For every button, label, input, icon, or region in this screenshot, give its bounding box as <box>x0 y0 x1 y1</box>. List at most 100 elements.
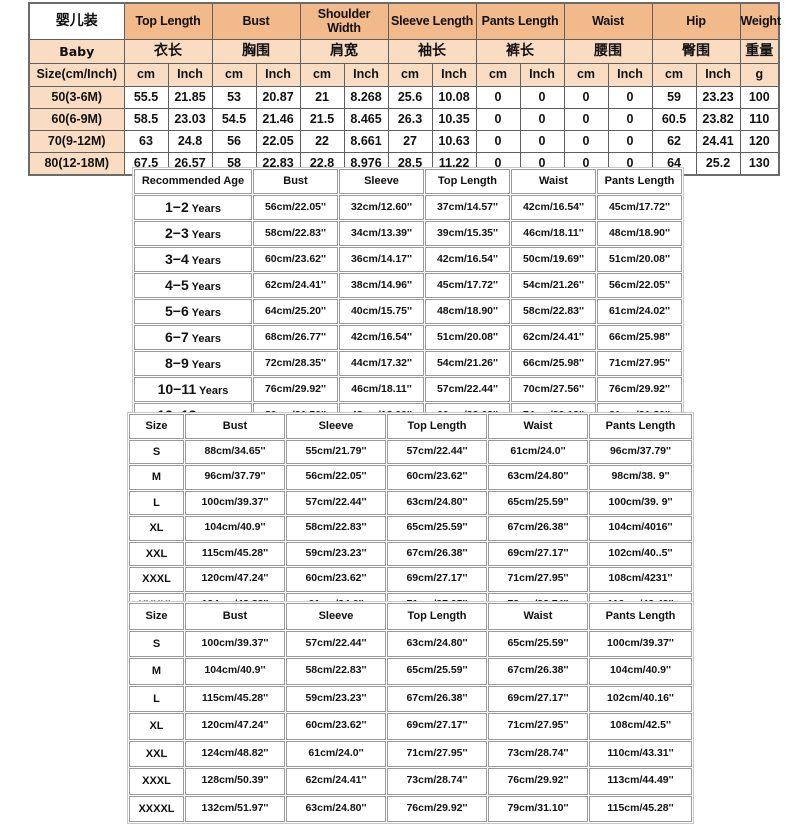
adult-size-2-row: XXL 124cm/48.82'' 61cm/24.0'' 71cm/27.95'' 7… <box>129 740 692 767</box>
baby-unit-header-5-0: cm <box>563 63 609 87</box>
baby-measure-header-cn-7: 重量 <box>739 39 780 64</box>
adult-size-1-cell-value: 57cm/22.44'' <box>286 490 386 515</box>
adult-size-1-row: XL 104cm/40.9'' 58cm/22.83'' 65cm/25.59'' 67… <box>129 516 692 541</box>
age-cell-value: 76cm/29.92'' <box>597 377 682 402</box>
baby-size-label: 50(3-6M) <box>28 86 125 109</box>
adult-size-2-header-0: Size <box>129 603 184 630</box>
adult-size-2-cell-value: 100cm/39.37'' <box>185 630 285 657</box>
adult-size-2-header-4: Waist <box>488 603 588 630</box>
adult-size-2-row: S 100cm/39.37'' 57cm/22.44'' 63cm/24.80'' 65… <box>129 630 692 657</box>
adult-size-2-cell-value: 120cm/47.24'' <box>185 713 285 740</box>
baby-cell-value: 22 <box>299 130 345 153</box>
baby-unit-header-6-0: cm <box>651 63 697 87</box>
adult-size-2-cell-value: 132cm/51.97'' <box>185 795 285 822</box>
adult-size-1-cell-value: 65cm/25.59'' <box>387 516 487 541</box>
baby-cell-value: 24.41 <box>695 130 741 153</box>
age-range-label: 8−9 Years <box>134 351 252 376</box>
adult-size-table-1-container: Size Bust Sleeve Top Length Waist Pants Lengt… <box>127 412 694 619</box>
age-table-row: 8−9 Years 72cm/28.35'' 44cm/17.32'' 54cm/21… <box>134 351 682 376</box>
age-cell-value: 60cm/23.62'' <box>253 247 338 272</box>
baby-cell-value: 0 <box>563 130 609 153</box>
age-range-unit: Years <box>191 306 221 319</box>
baby-cell-value: 22.05 <box>255 130 301 153</box>
baby-cell-value: 25.6 <box>387 86 433 109</box>
adult-size-2-cell-value: 108cm/42.5'' <box>589 713 692 740</box>
adult-size-1-size-label: XXL <box>129 541 184 566</box>
adult-size-2-cell-value: 115cm/45.28'' <box>185 685 285 712</box>
baby-unit-header-4-0: cm <box>475 63 521 87</box>
age-range-unit: Years <box>191 332 221 345</box>
baby-cell-value: 55.5 <box>123 86 169 109</box>
adult-size-1-cell-value: 63cm/24.80'' <box>387 490 487 515</box>
age-table-header-2: Sleeve <box>339 169 424 194</box>
baby-cell-value: 0 <box>475 108 521 131</box>
adult-size-2-cell-value: 71cm/27.95'' <box>488 713 588 740</box>
age-range-number: 1−2 <box>165 198 189 215</box>
baby-cell-value: 8.465 <box>343 108 389 131</box>
baby-cell-value: 21.5 <box>299 108 345 131</box>
adult-size-2-size-label: XXXXL <box>129 795 184 822</box>
age-table-row: 5−6 Years 64cm/25.20'' 40cm/15.75'' 48cm/18… <box>134 299 682 324</box>
adult-size-1-cell-value: 60cm/23.62'' <box>387 465 487 490</box>
adult-size-2-cell-value: 73cm/28.74'' <box>488 740 588 767</box>
baby-measure-header-en-5: Waist <box>563 2 653 40</box>
adult-size-1-size-label: L <box>129 490 184 515</box>
baby-cell-value: 27 <box>387 130 433 153</box>
age-cell-value: 64cm/25.20'' <box>253 299 338 324</box>
age-cell-value: 57cm/22.44'' <box>425 377 510 402</box>
adult-size-2-header-3: Top Length <box>387 603 487 630</box>
baby-cell-value: 0 <box>475 86 521 109</box>
age-table-header-0: Recommended Age <box>134 169 252 194</box>
baby-measure-header-en-7: Weight <box>739 2 781 40</box>
baby-header-row-en: 婴儿装 Top Length Bust Shoulder Width Sleeve Le… <box>28 2 781 40</box>
age-cell-value: 48cm/18.90'' <box>425 299 510 324</box>
age-cell-value: 54cm/21.26'' <box>425 351 510 376</box>
adult-size-2-cell-value: 124cm/48.82'' <box>185 740 285 767</box>
adult-size-1-row: XXXL 120cm/47.24'' 60cm/23.62'' 69cm/27.17'… <box>129 567 692 592</box>
age-range-number: 6−7 <box>165 328 189 345</box>
age-cell-value: 46cm/18.11'' <box>511 221 596 246</box>
baby-measure-header-en-4: Pants Length <box>475 2 565 40</box>
baby-header-row-cn: Baby 衣长 胸围 肩宽 袖长 裤长 腰围 臀围 重量 <box>28 39 780 64</box>
baby-measure-header-en-0: Top Length <box>123 2 213 40</box>
baby-unit-header-0-0: cm <box>123 63 169 87</box>
adult-size-1-row: M 96cm/37.79'' 56cm/22.05'' 60cm/23.62'' 63c… <box>129 465 692 490</box>
age-range-label: 3−4 Years <box>134 247 252 272</box>
age-cell-value: 51cm/20.08'' <box>597 247 682 272</box>
baby-cell-value: 0 <box>519 108 565 131</box>
adult-size-2-cell-value: 100cm/39.37'' <box>589 630 692 657</box>
age-cell-value: 34cm/13.39'' <box>339 221 424 246</box>
age-cell-value: 48cm/18.90'' <box>597 221 682 246</box>
age-range-number: 8−9 <box>165 354 189 371</box>
age-cell-value: 42cm/16.54'' <box>425 247 510 272</box>
adult-size-1-row: XXL 115cm/45.28'' 59cm/23.23'' 67cm/26.38''… <box>129 541 692 566</box>
adult-size-1-cell-value: 60cm/23.62'' <box>286 567 386 592</box>
baby-cell-value: 54.5 <box>211 108 257 131</box>
adult-size-2-size-label: S <box>129 630 184 657</box>
baby-cell-value: 0 <box>563 108 609 131</box>
adult-size-1-cell-value: 58cm/22.83'' <box>286 516 386 541</box>
adult-size-2-cell-value: 59cm/23.23'' <box>286 685 386 712</box>
adult-size-1-cell-value: 59cm/23.23'' <box>286 541 386 566</box>
baby-unit-header-6-1: Inch <box>695 63 741 87</box>
baby-cell-value: 53 <box>211 86 257 109</box>
baby-measure-header-en-6: Hip <box>651 2 741 40</box>
adult-size-1-size-label: XL <box>129 516 184 541</box>
adult-size-1-cell-value: 61cm/24.0'' <box>488 439 588 464</box>
age-range-unit: Years <box>191 358 221 371</box>
age-cell-value: 37cm/14.57'' <box>425 195 510 220</box>
baby-measure-header-en-2: Shoulder Width <box>299 2 389 40</box>
baby-size-label: 60(6-9M) <box>28 108 125 131</box>
adult-size-2-cell-value: 61cm/24.0'' <box>286 740 386 767</box>
adult-size-2-cell-value: 69cm/27.17'' <box>387 713 487 740</box>
baby-cell-value: 0 <box>475 130 521 153</box>
adult-size-1-header-row: Size Bust Sleeve Top Length Waist Pants Lengt… <box>129 414 692 439</box>
baby-unit-header-3-0: cm <box>387 63 433 87</box>
age-cell-value: 32cm/12.60'' <box>339 195 424 220</box>
adult-size-1-cell-value: 96cm/37.79'' <box>185 465 285 490</box>
baby-unit-header-2-1: Inch <box>343 63 389 87</box>
baby-unit-header-3-1: Inch <box>431 63 477 87</box>
adult-size-2-cell-value: 62cm/24.41'' <box>286 768 386 795</box>
baby-cell-value: 23.23 <box>695 86 741 109</box>
age-cell-value: 46cm/18.11'' <box>339 377 424 402</box>
